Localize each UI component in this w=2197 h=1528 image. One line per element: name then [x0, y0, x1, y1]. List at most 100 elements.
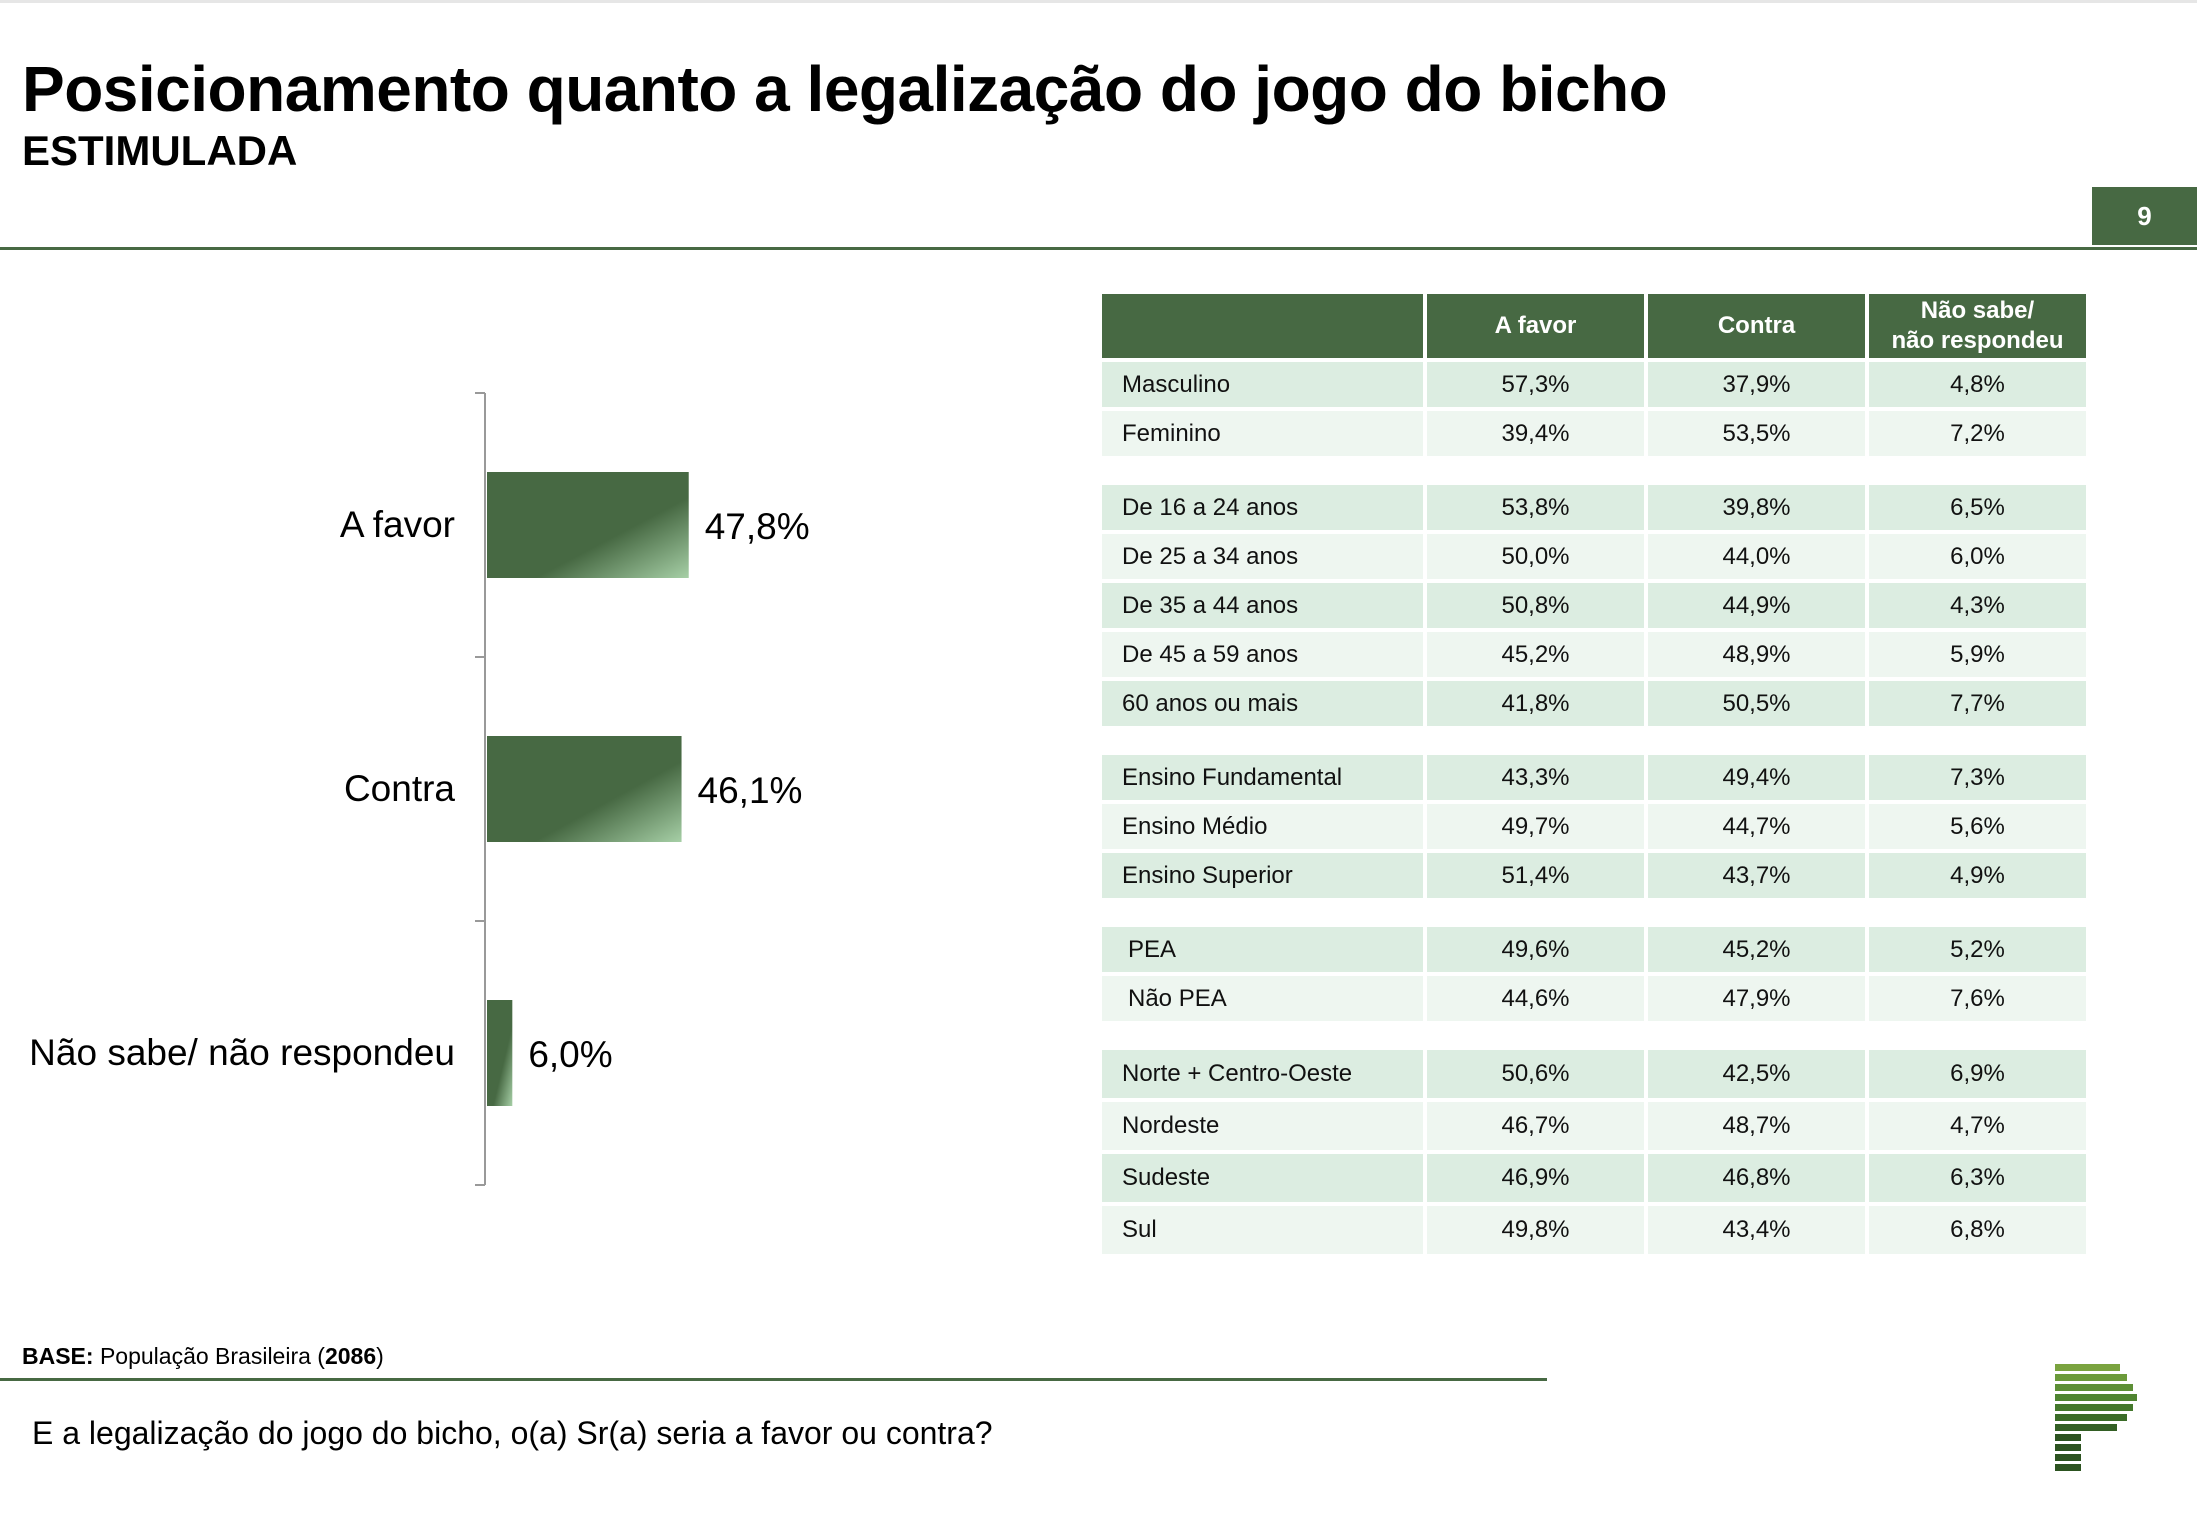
- bar-2: [487, 736, 682, 842]
- row-label: Sul: [1102, 1206, 1423, 1254]
- column-header: Não sabe/não respondeu: [1869, 294, 2086, 358]
- table-cell: 46,9%: [1427, 1154, 1644, 1202]
- table-cell: 48,7%: [1648, 1102, 1865, 1150]
- row-label: Norte + Centro-Oeste: [1102, 1050, 1423, 1098]
- row-label: Não PEA: [1102, 976, 1423, 1021]
- table-cell: 5,2%: [1869, 927, 2086, 972]
- results-table: A favor Contra Não sabe/não respondeu Mascu…: [1102, 294, 2086, 1258]
- table-cell: 46,7%: [1427, 1102, 1644, 1150]
- row-label: De 16 a 24 anos: [1102, 485, 1423, 530]
- table-cell: 7,7%: [1869, 681, 2086, 726]
- table-row: Norte + Centro-Oeste 50,6% 42,5% 6,9%: [1102, 1050, 2086, 1098]
- top-border: [0, 0, 2197, 3]
- table-row: Feminino 39,4% 53,5% 7,2%: [1102, 411, 2086, 456]
- base-number: 2086: [324, 1343, 377, 1369]
- category-label: Não sabe/ não respondeu: [29, 1032, 455, 1073]
- table-cell: 7,6%: [1869, 976, 2086, 1021]
- category-label: A favor: [340, 504, 455, 545]
- table-cell: 5,9%: [1869, 632, 2086, 677]
- page-subtitle: ESTIMULADA: [22, 127, 298, 174]
- base-close: ): [376, 1343, 384, 1369]
- table-cell: 6,8%: [1869, 1206, 2086, 1254]
- table-row: Sudeste 46,9% 46,8% 6,3%: [1102, 1154, 2086, 1202]
- row-label: Ensino Superior: [1102, 853, 1423, 898]
- table-cell: 50,0%: [1427, 534, 1644, 579]
- table-cell: 7,3%: [1869, 755, 2086, 800]
- bar-3: [487, 1000, 513, 1106]
- table-cell: 44,7%: [1648, 804, 1865, 849]
- table-cell: 41,8%: [1427, 681, 1644, 726]
- table-cell: 43,4%: [1648, 1206, 1865, 1254]
- row-label: PEA: [1102, 927, 1423, 972]
- table-cell: 50,6%: [1427, 1050, 1644, 1098]
- row-label: De 25 a 34 anos: [1102, 534, 1423, 579]
- table-cell: 57,3%: [1427, 362, 1644, 407]
- table-cell: 6,5%: [1869, 485, 2086, 530]
- table-cell: 44,0%: [1648, 534, 1865, 579]
- table-cell: 4,3%: [1869, 583, 2086, 628]
- table-cell: 45,2%: [1648, 927, 1865, 972]
- table-row: De 16 a 24 anos 53,8% 39,8% 6,5%: [1102, 485, 2086, 530]
- table-header-row: A favor Contra Não sabe/não respondeu: [1102, 294, 2086, 358]
- table-row: Ensino Superior 51,4% 43,7% 4,9%: [1102, 853, 2086, 898]
- data-label: 46,1%: [698, 770, 803, 811]
- table-cell: 46,8%: [1648, 1154, 1865, 1202]
- base-note: BASE: População Brasileira (2086): [22, 1343, 384, 1370]
- table-row: 60 anos ou mais 41,8% 50,5% 7,7%: [1102, 681, 2086, 726]
- base-label: BASE:: [22, 1343, 94, 1369]
- table-cell: 49,7%: [1427, 804, 1644, 849]
- column-header: A favor: [1427, 294, 1644, 358]
- table-cell: 49,8%: [1427, 1206, 1644, 1254]
- table-cell: 53,8%: [1427, 485, 1644, 530]
- survey-question: E a legalização do jogo do bicho, o(a) S…: [32, 1415, 993, 1451]
- row-label: Nordeste: [1102, 1102, 1423, 1150]
- base-text: População Brasileira (: [93, 1343, 325, 1369]
- table-cell: 7,2%: [1869, 411, 2086, 456]
- row-label: Masculino: [1102, 362, 1423, 407]
- row-label: De 45 a 59 anos: [1102, 632, 1423, 677]
- table-row: De 35 a 44 anos 50,8% 44,9% 4,3%: [1102, 583, 2086, 628]
- row-label: Sudeste: [1102, 1154, 1423, 1202]
- table-row: Ensino Fundamental 43,3% 49,4% 7,3%: [1102, 755, 2086, 800]
- data-label: 47,8%: [705, 506, 810, 547]
- table-cell: 37,9%: [1648, 362, 1865, 407]
- table-row: Não PEA 44,6% 47,9% 7,6%: [1102, 976, 2086, 1021]
- row-label: 60 anos ou mais: [1102, 681, 1423, 726]
- page-title: Posicionamento quanto a legalização do j…: [22, 53, 1668, 125]
- table-cell: 47,9%: [1648, 976, 1865, 1021]
- table-row: Masculino 57,3% 37,9% 4,8%: [1102, 362, 2086, 407]
- bar-chart: A favor 47,8% Contra 46,1% Não sabe/ não res…: [29, 392, 810, 1186]
- group-spacer: [1102, 902, 2086, 927]
- row-label: Ensino Fundamental: [1102, 755, 1423, 800]
- table-cell: 50,8%: [1427, 583, 1644, 628]
- column-header: [1102, 294, 1423, 358]
- category-label: Contra: [344, 768, 455, 809]
- footer-divider: [0, 1378, 1547, 1381]
- table-cell: 39,4%: [1427, 411, 1644, 456]
- table-cell: 4,8%: [1869, 362, 2086, 407]
- table-cell: 53,5%: [1648, 411, 1865, 456]
- page-number-badge: 9: [2092, 187, 2197, 245]
- table-cell: 5,6%: [1869, 804, 2086, 849]
- table-cell: 6,3%: [1869, 1154, 2086, 1202]
- table-row: PEA 49,6% 45,2% 5,2%: [1102, 927, 2086, 972]
- data-label: 6,0%: [528, 1034, 612, 1075]
- row-label: De 35 a 44 anos: [1102, 583, 1423, 628]
- header-divider: [0, 247, 2197, 250]
- group-spacer: [1102, 460, 2086, 485]
- table-cell: 48,9%: [1648, 632, 1865, 677]
- table-cell: 39,8%: [1648, 485, 1865, 530]
- table-cell: 4,9%: [1869, 853, 2086, 898]
- table-cell: 6,0%: [1869, 534, 2086, 579]
- table-cell: 50,5%: [1648, 681, 1865, 726]
- table-cell: 51,4%: [1427, 853, 1644, 898]
- table-cell: 6,9%: [1869, 1050, 2086, 1098]
- table-cell: 44,6%: [1427, 976, 1644, 1021]
- table-row: De 25 a 34 anos 50,0% 44,0% 6,0%: [1102, 534, 2086, 579]
- table-cell: 49,6%: [1427, 927, 1644, 972]
- row-label: Feminino: [1102, 411, 1423, 456]
- table-cell: 49,4%: [1648, 755, 1865, 800]
- table-cell: 45,2%: [1427, 632, 1644, 677]
- row-label: Ensino Médio: [1102, 804, 1423, 849]
- company-logo: [2055, 1364, 2137, 1471]
